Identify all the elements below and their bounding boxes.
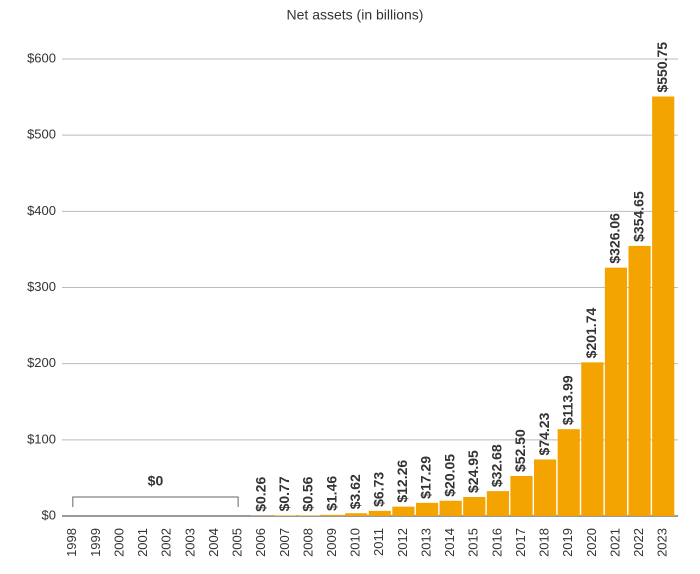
x-tick-label: 2015 (466, 528, 481, 557)
value-label: $52.50 (512, 429, 528, 472)
bar (534, 459, 557, 516)
value-label: $6.73 (371, 472, 387, 507)
y-tick-label: $400 (27, 203, 56, 218)
x-tick-label: 2020 (584, 528, 599, 557)
bar (510, 476, 533, 516)
value-label: $74.23 (536, 412, 552, 455)
value-label: $3.62 (347, 474, 363, 509)
x-tick-label: 2007 (277, 528, 292, 557)
bar (628, 245, 651, 516)
bracket (72, 496, 239, 507)
y-tick-label: $500 (27, 127, 56, 142)
x-tick-label: 2016 (489, 528, 504, 557)
value-label: $12.26 (394, 460, 410, 503)
x-tick-label: 2002 (159, 528, 174, 557)
bar (557, 429, 580, 516)
x-tick-label: 2023 (655, 528, 670, 557)
x-tick-label: 2005 (230, 528, 245, 557)
x-tick-label: 2022 (631, 528, 646, 557)
bar (463, 496, 486, 516)
chart-title: Net assets (in billions) (287, 7, 424, 23)
x-tick-label: 2018 (537, 528, 552, 557)
value-label: $0.56 (300, 476, 316, 511)
x-tick-label: 2019 (560, 528, 575, 557)
value-label: $550.75 (654, 42, 670, 93)
bar (581, 362, 604, 516)
x-tick-label: 1998 (64, 528, 79, 557)
x-tick-label: 2003 (182, 528, 197, 557)
x-tick-label: 2012 (395, 528, 410, 557)
bar (368, 510, 391, 516)
x-tick-label: 2011 (371, 528, 386, 556)
y-tick-label: $100 (27, 431, 56, 446)
value-label: $0.26 (252, 477, 268, 512)
bar (345, 513, 368, 516)
bar (321, 514, 344, 516)
value-label: $20.05 (441, 454, 457, 497)
value-label: $354.65 (630, 191, 646, 242)
x-tick-label: 2004 (206, 528, 221, 557)
y-tick-label: $0 (42, 507, 56, 522)
x-tick-label: 2009 (324, 528, 339, 557)
x-tick-label: 2008 (300, 528, 315, 557)
x-tick-label: 2013 (418, 528, 433, 557)
bar (486, 491, 509, 516)
value-label: $17.29 (418, 456, 434, 499)
bar (392, 506, 415, 516)
x-tick-label: 2006 (253, 528, 268, 557)
y-tick-label: $300 (27, 279, 56, 294)
x-tick-label: 2000 (111, 528, 126, 557)
y-tick-label: $600 (27, 50, 56, 65)
annotation: $0 (148, 473, 164, 489)
value-label: $113.99 (559, 375, 575, 425)
x-tick-label: 2014 (442, 528, 457, 557)
value-label: $201.74 (583, 308, 599, 359)
value-label: $0.77 (276, 476, 292, 511)
bar (604, 267, 628, 516)
x-tick-label: 1999 (88, 528, 103, 557)
value-label: $24.95 (465, 450, 481, 493)
value-label: $32.68 (489, 444, 505, 487)
x-tick-label: 2017 (513, 528, 528, 557)
bar (415, 502, 439, 516)
bar (439, 500, 462, 516)
x-tick-label: 2021 (607, 528, 622, 557)
value-label: $1.46 (323, 476, 339, 511)
x-tick-label: 2001 (135, 528, 150, 557)
x-tick-label: 2010 (348, 528, 363, 557)
bar (652, 96, 675, 516)
y-tick-label: $200 (27, 355, 56, 370)
value-label: $326.06 (607, 213, 623, 264)
bar (274, 515, 297, 516)
